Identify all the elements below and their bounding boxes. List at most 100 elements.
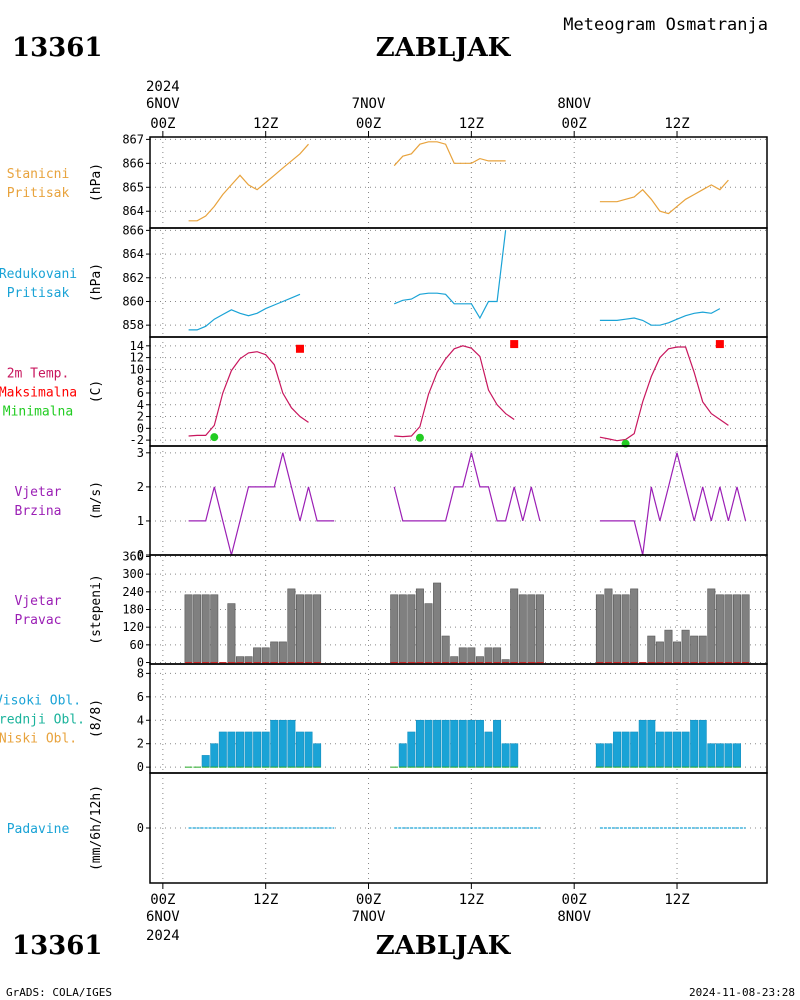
series-label: Brzina [15, 504, 62, 519]
y-tick-label: 1 [137, 514, 144, 528]
series-line [188, 452, 335, 556]
data-bar [655, 731, 664, 768]
y-tick-label: 240 [122, 585, 144, 599]
top-time-label: 12Z [664, 116, 689, 132]
data-bar [621, 731, 630, 768]
data-bar [184, 594, 193, 663]
bottom-time-label: 00Z [356, 892, 381, 908]
series-line [599, 179, 729, 215]
y-tick-label: 2 [137, 737, 144, 751]
data-bar [647, 719, 656, 768]
data-bar [201, 594, 210, 663]
y-axis-label: (hPa) [89, 263, 104, 302]
data-bar [493, 647, 502, 663]
header-station-id: 13361 [12, 33, 102, 63]
y-tick-label: 2 [137, 410, 144, 424]
data-bar [278, 641, 287, 663]
data-bar [604, 743, 613, 768]
series-label: 2m Temp. [7, 367, 70, 382]
data-bar [227, 731, 236, 768]
data-bar [218, 731, 227, 768]
y-tick-label: 0 [137, 760, 144, 774]
data-bar [613, 731, 622, 768]
bottom-date-label: 7NOV [352, 909, 386, 925]
tmax-marker [510, 340, 519, 349]
series-label: Pravac [15, 613, 62, 628]
top-date-label: 7NOV [352, 96, 386, 112]
data-bar [201, 755, 210, 768]
top-time-label: 12Z [459, 116, 484, 132]
top-time-label: 00Z [356, 116, 381, 132]
data-bar [304, 594, 313, 663]
top-date-label: 8NOV [557, 96, 591, 112]
data-bar [681, 629, 690, 663]
y-tick-label: 4 [137, 398, 144, 412]
data-bar [484, 731, 493, 768]
series-label: Niski Obl. [0, 732, 77, 747]
data-bar [638, 719, 647, 768]
series-line [393, 141, 506, 167]
bottom-time-label: 12Z [664, 892, 689, 908]
data-bar [398, 743, 407, 768]
panel-frame [149, 772, 768, 884]
panel-frame [149, 336, 768, 447]
data-bar [527, 594, 536, 663]
footer-station-name: ZABLJAK [376, 931, 512, 961]
y-tick-label: 858 [122, 318, 144, 332]
data-bar [707, 588, 716, 663]
series-line [599, 452, 747, 556]
data-bar [244, 731, 253, 768]
data-bar [407, 594, 416, 663]
data-bar [278, 719, 287, 768]
bottom-time-label: 00Z [150, 892, 175, 908]
data-bar [681, 731, 690, 768]
series-label: Vjetar [15, 485, 62, 500]
data-bar [433, 719, 442, 768]
panel-cloud_cover: 0 2 4 6 8 (8/8) Visoki Obl. Srednji Obl. Niski O… [0, 663, 768, 774]
data-bar [664, 629, 673, 663]
data-bar [193, 594, 202, 663]
series-label: Stanicni [7, 167, 70, 182]
y-tick-label: 864 [122, 247, 144, 261]
y-axis-label: (stepeni) [89, 574, 104, 644]
bottom-date-label: 8NOV [557, 909, 591, 925]
data-bar [450, 656, 459, 663]
data-bar [673, 731, 682, 768]
top-year-label: 2024 [146, 79, 180, 95]
series-line [394, 345, 515, 438]
data-bar [287, 719, 296, 768]
panel-precipitation: 0 (mm/6h/12h) Padavine [7, 772, 768, 884]
data-bar [441, 635, 450, 663]
data-bar [235, 731, 244, 768]
series-label: Pritisak [7, 186, 70, 201]
data-bar [467, 647, 476, 663]
y-tick-label: 60 [130, 638, 144, 652]
series-label: Maksimalna [0, 386, 77, 401]
data-bar [690, 719, 699, 768]
series-line [393, 230, 507, 320]
y-axis-label: (C) [89, 380, 104, 403]
series-line [188, 351, 309, 437]
data-bar [690, 635, 699, 663]
series-line [393, 452, 541, 522]
y-tick-label: 6 [137, 690, 144, 704]
y-tick-label: 2 [137, 480, 144, 494]
data-bar [630, 731, 639, 768]
series-label: Vjetar [15, 594, 62, 609]
series-line [599, 346, 729, 442]
data-bar [484, 647, 493, 663]
y-tick-label: 120 [122, 620, 144, 634]
y-tick-label: 12 [130, 351, 144, 365]
y-tick-label: 300 [122, 567, 144, 581]
series-label: Visoki Obl. [0, 694, 81, 709]
bottom-time-label: 00Z [562, 892, 587, 908]
top-time-label: 00Z [562, 116, 587, 132]
data-bar [210, 594, 219, 663]
data-bar [698, 719, 707, 768]
data-bar [467, 719, 476, 768]
data-bar [261, 731, 270, 768]
bottom-year-label: 2024 [146, 928, 180, 944]
